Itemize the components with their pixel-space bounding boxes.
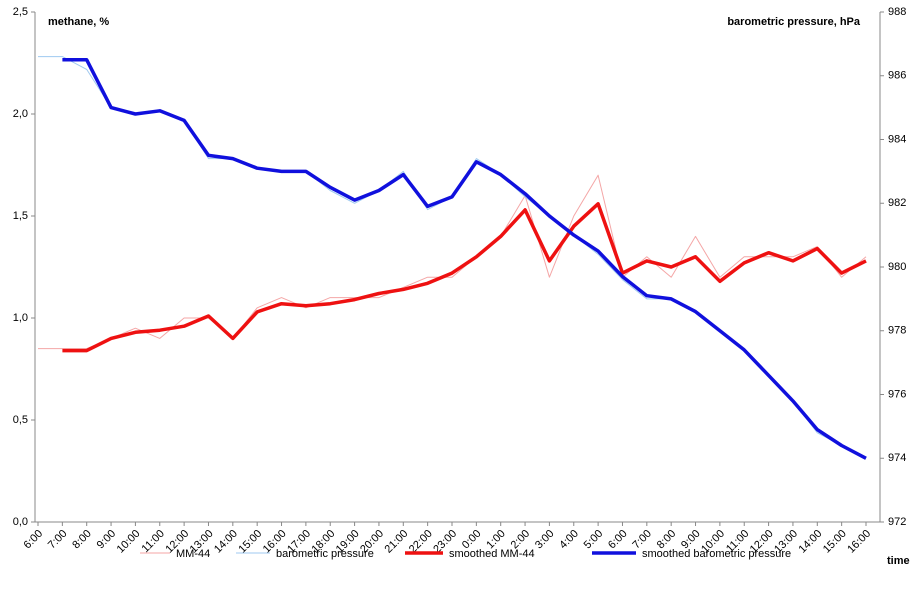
y2-tick-label: 980 [888,261,906,273]
x-tick-label: 6:00 [22,528,46,552]
y2-tick-label: 976 [888,388,906,400]
x-tick-label: 15:00 [236,528,264,556]
x-tick-label: 11:00 [140,528,167,555]
legend-label: barometric pressure [276,548,374,560]
x-tick-label: 5:00 [582,528,606,552]
x-tick-label: 15:00 [821,528,849,556]
x-tick-label: 14:00 [797,528,825,556]
y2-tick-label: 978 [888,325,906,337]
legend-label: smoothed barometric pressure [642,548,791,560]
x-tick-label: 14:00 [212,528,240,556]
y2-axis-title: barometric pressure, hPa [727,16,861,28]
y-tick-label: 1,0 [13,312,28,324]
y2-tick-label: 984 [888,133,906,145]
x-tick-label: 10:00 [115,528,143,556]
x-axis-title: time [887,555,910,567]
legend-label: smoothed MM-44 [449,548,535,560]
y-axis-title: methane, % [48,16,109,28]
series-line [38,174,867,350]
y2-tick-label: 988 [888,6,906,18]
x-tick-label: 7:00 [46,528,70,552]
x-tick-label: 4:00 [557,528,581,552]
y2-tick-label: 982 [888,197,906,209]
series-line [62,58,867,460]
x-tick-label: 3:00 [533,528,557,552]
y-tick-label: 0,0 [13,516,28,528]
series-line [38,56,867,459]
series-line [62,202,867,353]
x-tick-label: 6:00 [606,528,630,552]
legend-label: MM-44 [176,548,210,560]
y-tick-label: 2,0 [13,108,28,120]
x-tick-label: 16:00 [845,528,873,556]
y-tick-label: 0,5 [13,414,28,426]
y-tick-label: 1,5 [13,210,28,222]
y-tick-label: 2,5 [13,6,28,18]
y2-tick-label: 986 [888,70,906,82]
y2-tick-label: 972 [888,516,906,528]
x-tick-label: 8:00 [70,528,94,552]
y2-tick-label: 974 [888,452,906,464]
